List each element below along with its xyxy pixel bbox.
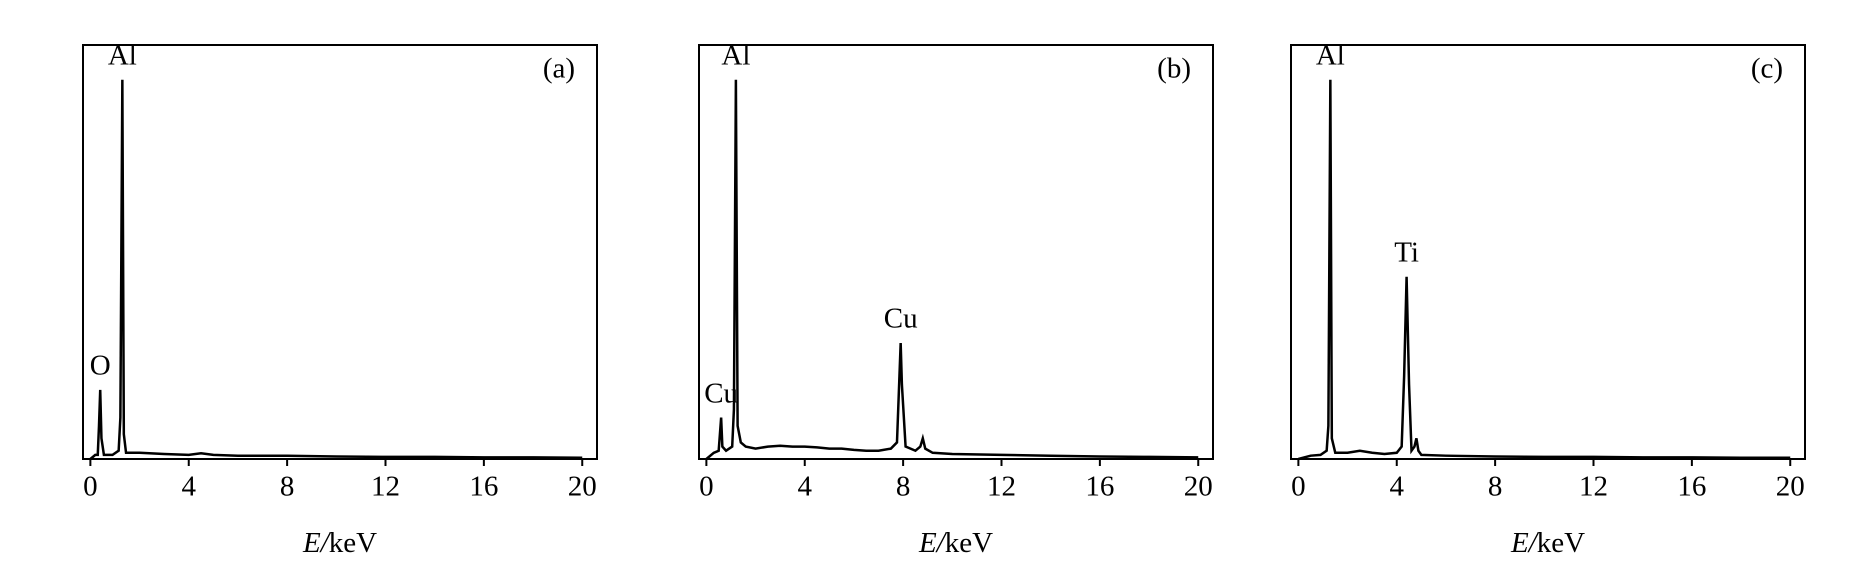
x-tick-label: 20 xyxy=(1184,471,1213,503)
panel-label: (a) xyxy=(543,53,575,85)
plot-frame xyxy=(82,44,598,460)
x-tick-label: 0 xyxy=(699,471,714,503)
spectrum xyxy=(1298,79,1791,461)
x-tick-label: 4 xyxy=(798,471,813,503)
x-axis-label: E/keV xyxy=(1510,527,1586,559)
x-tick-label: 8 xyxy=(1488,471,1503,503)
plot-frame xyxy=(698,44,1214,460)
x-axis-label: E/keV xyxy=(918,527,994,559)
peak-label: Cu xyxy=(704,377,738,409)
x-tick-label: 12 xyxy=(1579,471,1608,503)
x-axis-label: E/keV xyxy=(302,527,378,559)
x-tick-label: 16 xyxy=(1085,471,1114,503)
x-tick-label: 12 xyxy=(987,471,1016,503)
x-tick-label: 16 xyxy=(1677,471,1706,503)
x-tick-label: 8 xyxy=(280,471,295,503)
x-tick-label: 0 xyxy=(1291,471,1306,503)
panel-label: (b) xyxy=(1157,53,1191,85)
x-tick-label: 20 xyxy=(568,471,597,503)
x-tick-label: 0 xyxy=(83,471,98,503)
spectrum xyxy=(89,79,583,460)
peak-label: Al xyxy=(1316,39,1345,71)
peak-label: Ti xyxy=(1394,236,1419,268)
peak-label: Al xyxy=(721,39,750,71)
x-tick-label: 4 xyxy=(1390,471,1405,503)
x-tick-label: 20 xyxy=(1776,471,1805,503)
x-tick-label: 8 xyxy=(896,471,911,503)
x-tick-label: 4 xyxy=(182,471,197,503)
peak-label: O xyxy=(90,350,111,382)
peak-label: Al xyxy=(108,39,137,71)
peak-label: Cu xyxy=(884,303,918,335)
panel-label: (c) xyxy=(1751,53,1783,85)
spectrum xyxy=(705,79,1199,460)
x-tick-label: 16 xyxy=(469,471,498,503)
x-tick-label: 12 xyxy=(371,471,400,503)
plot-frame xyxy=(1290,44,1806,460)
